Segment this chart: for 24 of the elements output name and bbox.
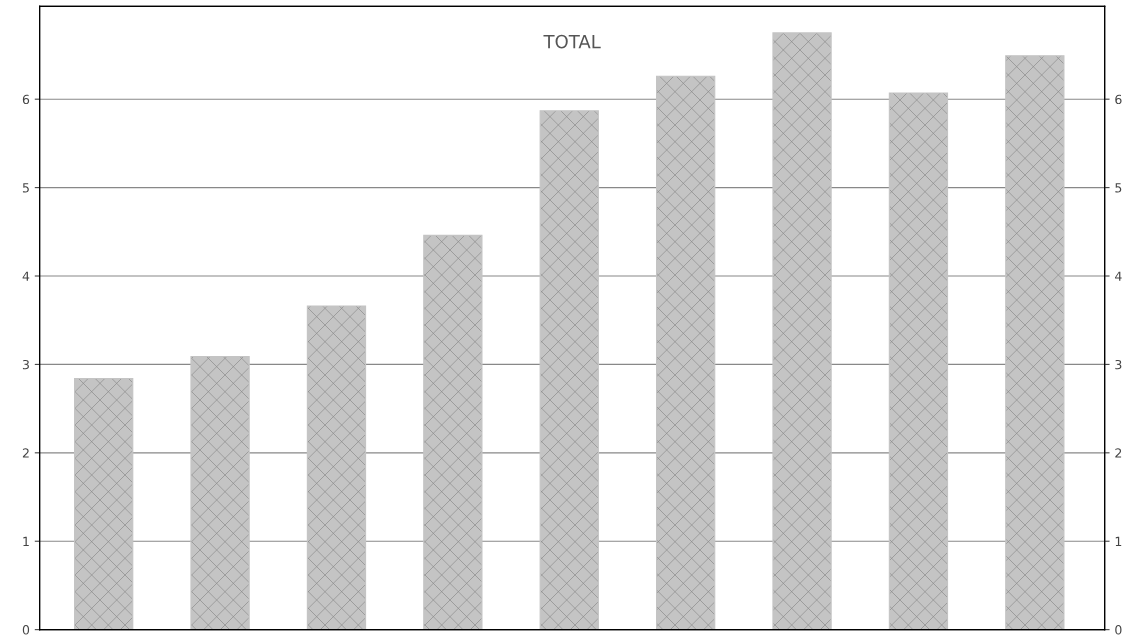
bar (1005, 55, 1065, 630)
y-tick-label: 4 (22, 271, 30, 281)
y-tick-label: 3 (22, 359, 29, 370)
bar (306, 305, 367, 630)
bar (423, 234, 483, 630)
text: TOTAL (543, 34, 601, 49)
y-tick-label: 5 (22, 183, 29, 193)
y-tick-label: 6 (22, 94, 30, 105)
y2-tick-label: 5 (1115, 183, 1122, 193)
y2-tick-label: 0 (1115, 625, 1122, 635)
y2-tick-label: 4 (1115, 271, 1122, 281)
y2-tick-label: 1 (1115, 536, 1122, 546)
y-tick-label: 1 (23, 536, 29, 546)
y2-tick-label: 6 (1115, 94, 1122, 105)
bar (655, 75, 716, 630)
bar (190, 355, 250, 630)
bar (74, 378, 134, 630)
bar (772, 32, 832, 630)
bar (888, 92, 949, 630)
y2-tick-label: 2 (1115, 448, 1122, 458)
y2-tick-label: 3 (1115, 359, 1122, 370)
bar (539, 110, 599, 630)
y-tick-label: 0 (22, 625, 30, 635)
y-tick-label: 2 (22, 448, 29, 458)
